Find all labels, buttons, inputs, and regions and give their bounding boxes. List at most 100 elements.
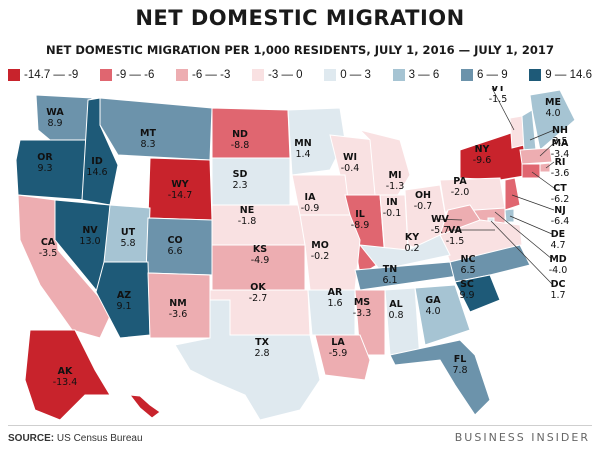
- state-fl: [389, 339, 491, 416]
- state-de: [504, 208, 515, 223]
- state-abbr-co: CO: [167, 235, 182, 246]
- leader-line-ri: [545, 161, 555, 169]
- state-value-wv: -5.7: [431, 225, 450, 236]
- state-ms: [354, 289, 386, 356]
- legend-swatch: [392, 69, 405, 81]
- legend-swatch: [460, 69, 473, 81]
- legend-swatch: [529, 69, 542, 81]
- state-value-ar: 1.6: [327, 298, 342, 309]
- state-abbr-ar: AR: [328, 287, 343, 298]
- state-la: [314, 334, 371, 381]
- state-value-ma: -3.4: [551, 149, 570, 160]
- state-abbr-mn: MN: [294, 138, 311, 149]
- state-abbr-tx: TX: [255, 337, 269, 348]
- legend-swatch: [176, 69, 189, 81]
- legend-swatch: [8, 69, 20, 81]
- footer-divider: [8, 425, 592, 426]
- state-value-vt: -1.5: [489, 94, 508, 105]
- leader-line-ma: [539, 142, 555, 157]
- state-abbr-de: DE: [551, 229, 565, 240]
- map-subtitle: NET DOMESTIC MIGRATION PER 1,000 RESIDEN…: [46, 43, 554, 57]
- state-value-ok: -2.7: [249, 293, 268, 304]
- legend-swatch: [324, 69, 337, 81]
- legend-item: -9 — -6: [100, 69, 154, 81]
- map-title: NET DOMESTIC MIGRATION: [135, 6, 465, 30]
- state-abbr-ct: CT: [553, 183, 567, 194]
- state-or: [15, 139, 89, 201]
- state-abbr-mo: MO: [311, 240, 329, 251]
- state-abbr-ut: UT: [121, 227, 136, 238]
- state-tx: [174, 299, 321, 421]
- state-abbr-va: VA: [448, 225, 463, 236]
- legend-swatch: [100, 69, 112, 81]
- state-value-ak: -13.4: [53, 377, 78, 388]
- state-abbr-md: MD: [549, 254, 566, 265]
- legend-item: 6 — 9: [460, 69, 508, 81]
- state-abbr-az: AZ: [117, 290, 131, 301]
- state-abbr-ky: KY: [405, 232, 419, 243]
- legend-item: 0 — 3: [324, 69, 371, 81]
- state-abbr-la: LA: [331, 337, 345, 348]
- state-abbr-ca: CA: [41, 237, 56, 248]
- state-value-in: -0.1: [383, 208, 402, 219]
- state-abbr-in: IN: [386, 197, 398, 208]
- state-value-tn: 6.1: [382, 275, 397, 286]
- legend-label: -3 — 0: [268, 69, 303, 81]
- state-value-mo: -0.2: [311, 251, 330, 262]
- state-abbr-nv: NV: [82, 225, 98, 236]
- state-abbr-dc: DC: [551, 279, 566, 290]
- state-value-wy: -14.7: [168, 190, 193, 201]
- state-value-ca: -3.5: [39, 248, 58, 259]
- legend-item: -3 — 0: [252, 69, 303, 81]
- state-abbr-ak: AK: [58, 366, 73, 377]
- state-value-nc: 6.5: [460, 265, 475, 276]
- state-value-ga: 4.0: [425, 306, 440, 317]
- state-shapes: [15, 89, 576, 421]
- state-abbr-ne: NE: [240, 205, 254, 216]
- state-abbr-wy: WY: [171, 179, 188, 190]
- state-value-me: 4.0: [545, 108, 560, 119]
- state-value-nv: 13.0: [79, 236, 100, 247]
- state-value-fl: 7.8: [452, 365, 467, 376]
- state-wa: [35, 94, 93, 141]
- state-abbr-ia: IA: [305, 192, 317, 203]
- state-abbr-ms: MS: [354, 297, 370, 308]
- state-value-sd: 2.3: [232, 180, 247, 191]
- state-value-nm: -3.6: [169, 309, 188, 320]
- legend-label: 6 — 9: [476, 69, 508, 81]
- state-abbr-or: OR: [37, 152, 53, 163]
- state-value-la: -5.9: [329, 348, 348, 359]
- state-value-ri: -3.6: [551, 168, 570, 179]
- state-abbr-fl: FL: [454, 354, 467, 365]
- legend-label: 3 — 6: [408, 69, 440, 81]
- state-value-co: 6.6: [167, 246, 182, 257]
- state-az: [95, 261, 151, 339]
- state-nj: [504, 177, 521, 211]
- state-value-tx: 2.8: [254, 348, 269, 359]
- state-value-dc: 1.7: [550, 290, 565, 301]
- source-label: SOURCE:: [8, 433, 55, 444]
- state-abbr-ma: MA: [552, 138, 569, 149]
- state-abbr-vt: VT: [491, 86, 505, 94]
- legend: -14.7 — -9 -9 — -6 -6 — -3 -3 — 0 0 — 3 …: [8, 66, 592, 84]
- state-abbr-il: IL: [355, 209, 365, 220]
- leader-line-de: [509, 215, 553, 235]
- brand-logo: BUSINESS INSIDER: [454, 431, 590, 444]
- state-value-il: -8.9: [351, 220, 370, 231]
- state-value-wi: -0.4: [341, 163, 360, 174]
- leader-line-dc: [490, 220, 553, 285]
- state-value-nh: 3.5: [552, 136, 567, 147]
- state-nc: [449, 244, 531, 283]
- state-value-va: -1.5: [446, 236, 465, 247]
- leader-line-wv: [433, 218, 463, 221]
- state-value-mn: 1.4: [295, 149, 310, 160]
- state-nd: [211, 107, 291, 159]
- state-abbr-nm: NM: [169, 298, 186, 309]
- state-abbr-wv: WV: [431, 214, 449, 225]
- state-value-id: 14.6: [86, 167, 107, 178]
- state-ak: [24, 329, 111, 421]
- state-abbr-pa: PA: [453, 176, 467, 187]
- leader-lines: [433, 87, 555, 285]
- state-value-ia: -0.9: [301, 203, 320, 214]
